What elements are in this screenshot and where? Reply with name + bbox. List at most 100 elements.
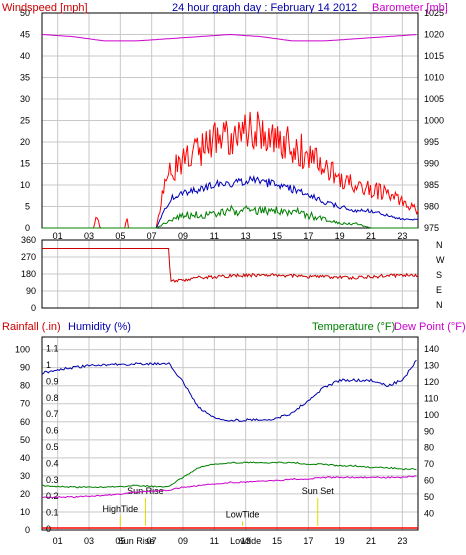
windspeed-tick-label: 10 [20, 180, 30, 190]
bottom-x-tick-label: 17 [303, 536, 313, 546]
humidity-tick-label: 100 [15, 345, 30, 355]
temperature-tick-label: 110 [424, 393, 438, 403]
barometer-tick-label: 975 [424, 223, 439, 233]
direction-tick-label: 270 [21, 252, 36, 262]
temperature-axis-title: Temperature (°F) [312, 321, 395, 333]
humidity-tick-label: 90 [20, 363, 30, 373]
top-x-tick-label: 11 [210, 231, 219, 241]
bottom-x-tick-label: 23 [397, 536, 407, 546]
temperature-line [41, 461, 417, 489]
mid-plot-frame [41, 239, 419, 309]
top-x-tick-label: 21 [366, 231, 376, 241]
humidity-axis-title: Humidity (%) [68, 321, 131, 333]
humidity-tick-label: 10 [20, 507, 30, 517]
temperature-tick-label: 70 [424, 459, 434, 469]
barometer-axis-title: Barometer [mb] [372, 2, 448, 14]
barometer-tick-label: 1005 [424, 94, 444, 104]
bottom-series: HighTide Sun Rise LowTide Sun Set [41, 359, 418, 529]
bottom-plot-frame [41, 336, 419, 531]
rainfall-tick-label: 1.1 [46, 344, 59, 354]
rainfall-tick-label: 0.4 [46, 458, 59, 468]
barometer-tick-label: 1025 [424, 8, 444, 18]
rainfall-tick-label: 0.6 [46, 426, 59, 436]
windspeed-tick-label: 0 [25, 223, 30, 233]
compass-label: N [436, 300, 443, 310]
compass-label: W [436, 255, 445, 265]
dewpoint-axis-title: Dew Point (°F) [394, 321, 466, 333]
top-ticks: 0 975 5 980 10 985 15 990 20 995 25 1000 30 1005 35 101… [20, 8, 444, 241]
top-x-tick-label: 09 [178, 231, 188, 241]
bottom-x-event-label: Lowtide [230, 536, 261, 546]
windspeed-tick-label: 45 [20, 30, 30, 40]
compass-label: E [436, 285, 442, 295]
windspeed-tick-label: 5 [25, 202, 30, 212]
humidity-tick-label: 0 [25, 525, 30, 535]
temperature-tick-label: 40 [424, 509, 434, 519]
humidity-tick-label: 60 [20, 417, 30, 427]
windspeed-tick-label: 15 [20, 159, 30, 169]
windspeed-tick-label: 30 [20, 94, 30, 104]
bottom-x-tick-label: 07 [147, 536, 157, 546]
bottom-x-tick-label: 09 [178, 536, 188, 546]
event-label: Sun Set [302, 486, 335, 496]
rainfall-tick-label: 0.7 [46, 409, 59, 419]
rainfall-tick-label: 0.8 [46, 393, 59, 403]
bottom-x-tick-label: 13 [241, 536, 251, 546]
bottom-x-tick-label: 21 [366, 536, 376, 546]
humidity-tick-label: 70 [20, 399, 30, 409]
humidity-tick-label: 40 [20, 453, 30, 463]
barometer-tick-label: 980 [424, 202, 439, 212]
barometer-tick-label: 1020 [424, 30, 444, 40]
top-series [41, 33, 419, 229]
windspeed-axis-title: Windspeed [mph] [2, 2, 88, 14]
humidity-tick-label: 30 [20, 471, 30, 481]
top-x-tick-label: 17 [303, 231, 313, 241]
rainfall-tick-label: 0.5 [46, 442, 59, 452]
compass-label: N [436, 240, 443, 250]
bottom-x-event-label: Sun Rise [118, 536, 155, 546]
bottom-x-tick-label: 03 [84, 536, 94, 546]
top-x-tick-label: 15 [272, 231, 282, 241]
barometer-tick-label: 1015 [424, 51, 444, 61]
top-x-tick-label: 07 [147, 231, 157, 241]
bottom-x-tick-label: 19 [335, 536, 345, 546]
humidity-tick-label: 50 [20, 435, 30, 445]
wind-direction-line [42, 248, 419, 283]
direction-tick-label: 360 [21, 235, 36, 245]
temperature-tick-label: 80 [424, 443, 434, 453]
rainfall-tick-label: 0.3 [46, 475, 59, 485]
barometer-tick-label: 985 [424, 180, 439, 190]
temperature-tick-label: 100 [424, 410, 439, 420]
top-plot-frame [41, 12, 419, 229]
temperature-tick-label: 50 [424, 492, 434, 502]
barometer-tick-label: 990 [424, 159, 439, 169]
chart-title: 24 hour graph day : February 14 2012 [172, 2, 357, 14]
compass-label: S [436, 270, 442, 280]
event-label: HighTide [102, 504, 138, 514]
rainfall-tick-label: 1 [46, 360, 51, 370]
windspeed-tick-label: 40 [20, 51, 30, 61]
humidity-tick-label: 80 [20, 381, 30, 391]
wind-barometer-chart: 0 975 5 980 10 985 15 990 20 995 25 1000 30 1005 35 101… [2, 2, 448, 241]
top-gridlines [42, 12, 418, 229]
rainfall-axis-title: Rainfall (.in) [2, 321, 61, 333]
event-label: LowTide [226, 509, 260, 519]
top-x-tick-label: 05 [115, 231, 125, 241]
event-label: Sun Rise [127, 486, 164, 496]
bottom-gridlines [42, 337, 418, 531]
rainfall-tick-label: 0.1 [46, 508, 59, 518]
rainfall-tick-label: 0.2 [46, 491, 59, 501]
direction-tick-label: 180 [21, 269, 36, 279]
top-x-tick-label: 19 [335, 231, 345, 241]
wind-speed-line [42, 204, 418, 229]
barometer-tick-label: 1010 [424, 73, 444, 83]
humidity-line [41, 359, 417, 422]
bottom-x-tick-label: 11 [210, 536, 219, 546]
windspeed-tick-label: 20 [20, 137, 30, 147]
temperature-tick-label: 140 [424, 344, 439, 354]
windspeed-tick-label: 35 [20, 73, 30, 83]
